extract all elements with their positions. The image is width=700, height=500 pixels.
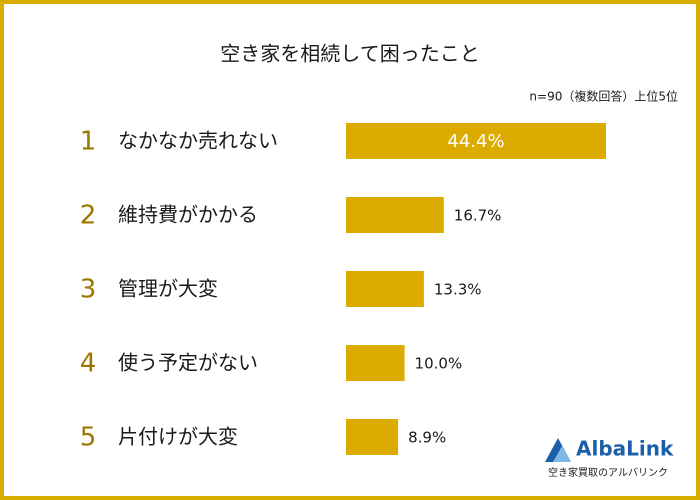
bar xyxy=(346,123,606,159)
bar xyxy=(346,197,444,233)
rank-label: 4 xyxy=(80,349,97,379)
value-label: 16.7% xyxy=(454,207,502,225)
rank-label: 2 xyxy=(80,201,97,231)
category-label: なかなか売れない xyxy=(118,129,278,153)
rank-label: 1 xyxy=(80,127,97,157)
value-label: 44.4% xyxy=(447,131,504,152)
value-label: 13.3% xyxy=(434,281,482,299)
value-label: 8.9% xyxy=(408,429,446,447)
category-label: 片付けが大変 xyxy=(118,425,238,449)
chart-subtitle: n=90（複数回答）上位5位 xyxy=(529,89,678,104)
bar xyxy=(346,271,424,307)
logo: AlbaLink 空き家買取のアルバリンク xyxy=(545,437,674,479)
logo-name: AlbaLink xyxy=(576,437,674,461)
rank-label: 5 xyxy=(80,423,97,453)
category-label: 管理が大変 xyxy=(118,277,218,301)
category-label: 使う予定がない xyxy=(118,351,258,375)
logo-icon xyxy=(553,446,571,462)
bar xyxy=(346,419,399,455)
value-label: 10.0% xyxy=(415,355,463,373)
rank-label: 3 xyxy=(80,275,97,305)
category-label: 維持費がかかる xyxy=(118,203,258,227)
chart-title: 空き家を相続して困ったこと xyxy=(220,42,479,66)
bar xyxy=(346,345,405,381)
logo-tagline: 空き家買取のアルバリンク xyxy=(548,466,668,479)
